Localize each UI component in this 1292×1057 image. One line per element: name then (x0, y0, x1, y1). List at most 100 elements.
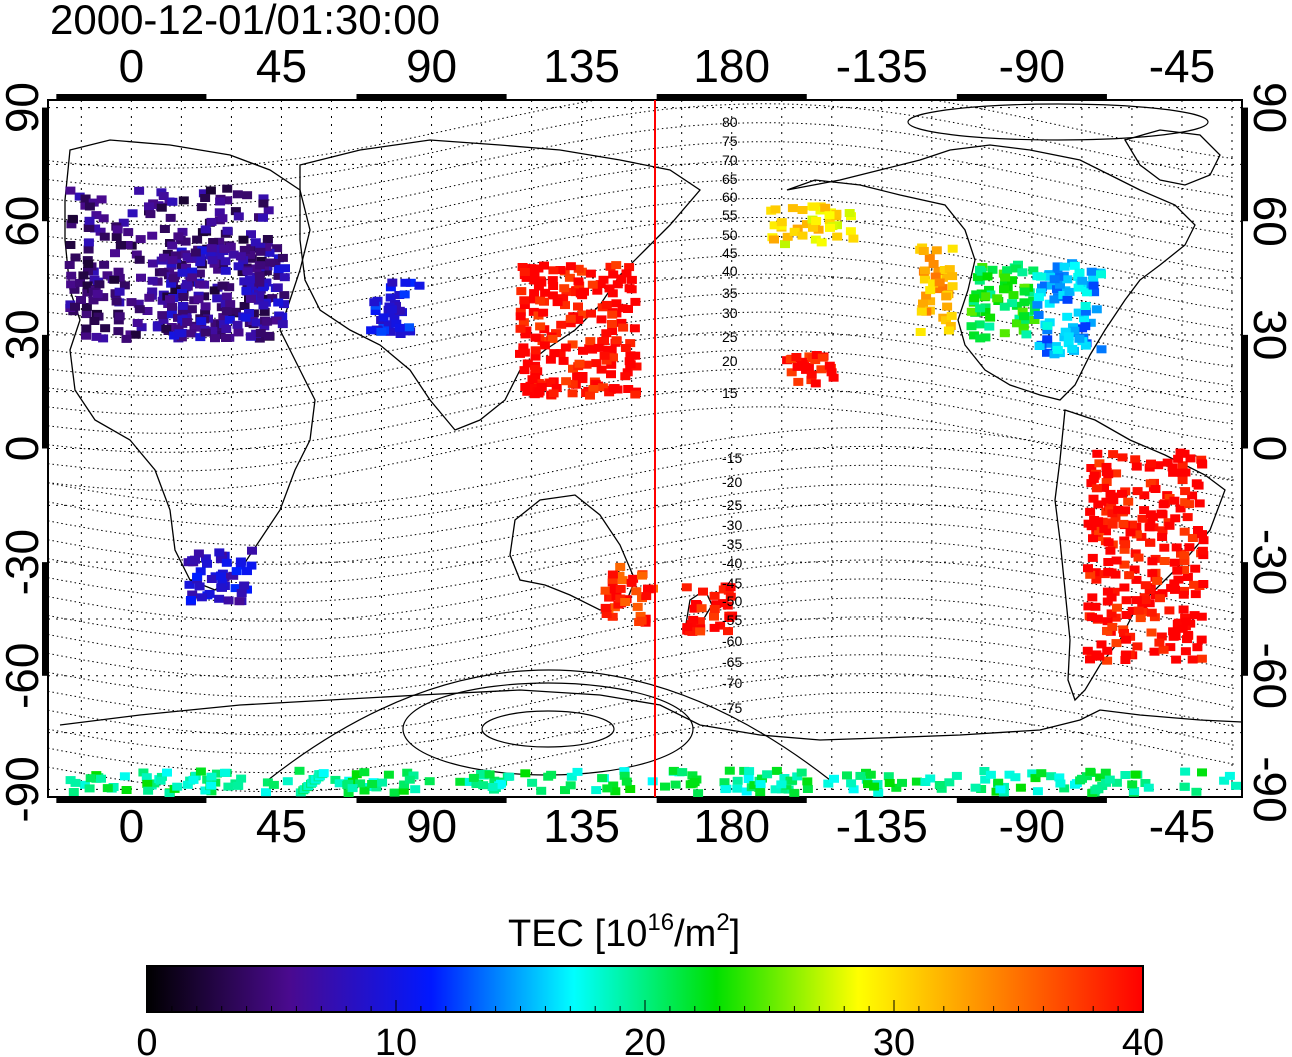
tec-cell (1030, 774, 1041, 783)
tec-cell (741, 787, 752, 796)
tec-cell (190, 555, 200, 564)
tec-cell (919, 275, 930, 284)
tec-cell (158, 192, 169, 200)
tec-cell (1157, 589, 1168, 598)
tec-cell (65, 241, 76, 249)
tec-cell (173, 232, 184, 241)
contour-label: 45 (722, 245, 738, 261)
tec-cell (195, 333, 206, 342)
tec-cell (81, 324, 92, 333)
contour-label: 65 (722, 171, 738, 187)
tec-cell (280, 264, 290, 273)
tec-cell (1088, 494, 1099, 503)
tec-cell (164, 267, 175, 276)
tec-cell (190, 771, 201, 780)
bottom-longitude-labels: 0 45 90 135 180 -135 -90 -45 (119, 800, 1216, 852)
tec-cell (1179, 551, 1190, 560)
tec-cell (279, 300, 289, 309)
tec-cell (233, 328, 244, 337)
tec-cell (1087, 613, 1097, 622)
tec-cell (846, 779, 857, 788)
tec-cell (643, 585, 654, 594)
tec-cell (565, 781, 576, 790)
tec-cell (213, 265, 224, 274)
tec-cell (206, 781, 217, 790)
tec-cell (1010, 773, 1021, 782)
tec-cell (980, 303, 991, 312)
magnetic-contour (48, 387, 1236, 472)
tec-cell (1158, 500, 1169, 509)
tec-cell (1137, 514, 1148, 523)
tec-cell (612, 280, 623, 289)
tec-cell (489, 776, 500, 785)
tec-cell (504, 772, 515, 781)
tec-cell (848, 234, 859, 243)
tec-cell (355, 779, 366, 788)
tec-cell (359, 768, 370, 777)
tec-cell (1130, 455, 1141, 464)
tec-cell (618, 323, 629, 332)
tec-cell (810, 356, 821, 365)
tec-cell (789, 227, 800, 236)
lon-label-bottom: 180 (693, 800, 770, 852)
tec-cell (91, 332, 102, 341)
tec-cell (496, 779, 506, 788)
tec-cell (383, 770, 394, 779)
tec-cell (1120, 540, 1131, 549)
tec-cell (67, 214, 78, 223)
tec-cell (273, 298, 284, 307)
tec-cell (515, 307, 526, 316)
tec-cell (793, 377, 804, 386)
tec-cell (519, 268, 530, 276)
tec-cell (732, 784, 743, 793)
tec-cell (200, 309, 211, 318)
tec-cell (471, 779, 482, 788)
tec-cell (1185, 454, 1196, 463)
tec-cell (539, 261, 549, 270)
tec-cell (529, 289, 540, 298)
tec-cell (1196, 635, 1207, 644)
tec-cell (369, 298, 380, 307)
tec-cell (251, 318, 262, 327)
tec-cell (408, 771, 419, 780)
tec-cell (695, 627, 706, 636)
tec-cell (527, 375, 538, 384)
tec-cell (608, 781, 619, 790)
tec-cell (802, 777, 813, 786)
tec-cell (548, 266, 559, 275)
tec-cell (166, 323, 177, 331)
tec-cell (274, 311, 285, 320)
tec-cell (81, 303, 92, 311)
tec-cell (1164, 521, 1175, 530)
tec-cell (134, 186, 145, 195)
tec-cell (1167, 463, 1178, 472)
magnetic-contour (48, 100, 1236, 169)
tec-cell (1109, 587, 1120, 596)
tec-cell (944, 778, 955, 787)
tec-cell (222, 184, 233, 193)
tec-cell (1156, 632, 1167, 641)
tec-cell (1149, 613, 1160, 622)
tec-cell (1004, 770, 1015, 779)
tec-cell (208, 238, 219, 246)
tec-cell (564, 273, 575, 282)
tec-cell (221, 292, 232, 301)
tec-cell (221, 307, 232, 316)
tec-cell (83, 267, 93, 276)
tec-cell (1171, 543, 1182, 552)
tec-cell (575, 289, 586, 298)
tec-cell (210, 319, 221, 328)
tec-cell (1080, 302, 1091, 310)
tec-cell (258, 301, 269, 310)
tec-cell (1102, 656, 1113, 665)
tec-cell (1103, 558, 1114, 566)
tec-cell (1028, 296, 1039, 305)
contour-label: -30 (722, 517, 742, 533)
tec-cell (476, 770, 487, 778)
tec-cell (1125, 528, 1136, 537)
tec-cell (181, 279, 192, 288)
tec-cell (1088, 534, 1098, 543)
tec-cell (636, 616, 647, 625)
tec-cell (242, 585, 252, 594)
tec-cell (1096, 270, 1106, 279)
